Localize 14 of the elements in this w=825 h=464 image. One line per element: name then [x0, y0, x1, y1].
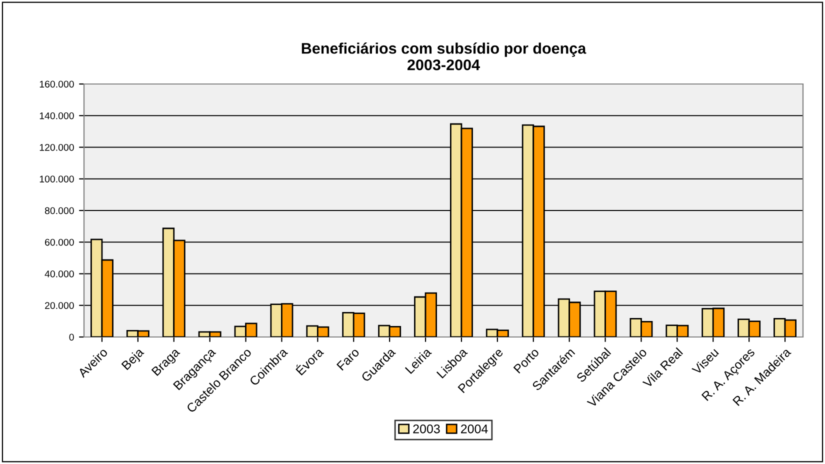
y-tick-label: 60.000: [45, 238, 74, 246]
y-tick-label: 120.000: [40, 144, 74, 151]
y-tick-label: 40.000: [44, 270, 74, 278]
y-tick-label: 80.000: [44, 207, 74, 214]
y-tick-label: 140.000: [40, 112, 74, 120]
chart-title: Beneficiários com subsídio por doença 2003-2004: [302, 42, 586, 70]
x-tick-label: Beja: [120, 346, 146, 372]
y-tick-label: 100.000: [40, 176, 74, 182]
legend-label: 2004: [461, 424, 488, 434]
y-tick-label: 0: [69, 334, 74, 341]
legend-label: 2003: [413, 424, 440, 434]
x-tick-label: Faro: [336, 347, 360, 371]
y-tick-label: 20.000: [45, 302, 74, 309]
y-tick-label: 160.000: [40, 80, 74, 88]
